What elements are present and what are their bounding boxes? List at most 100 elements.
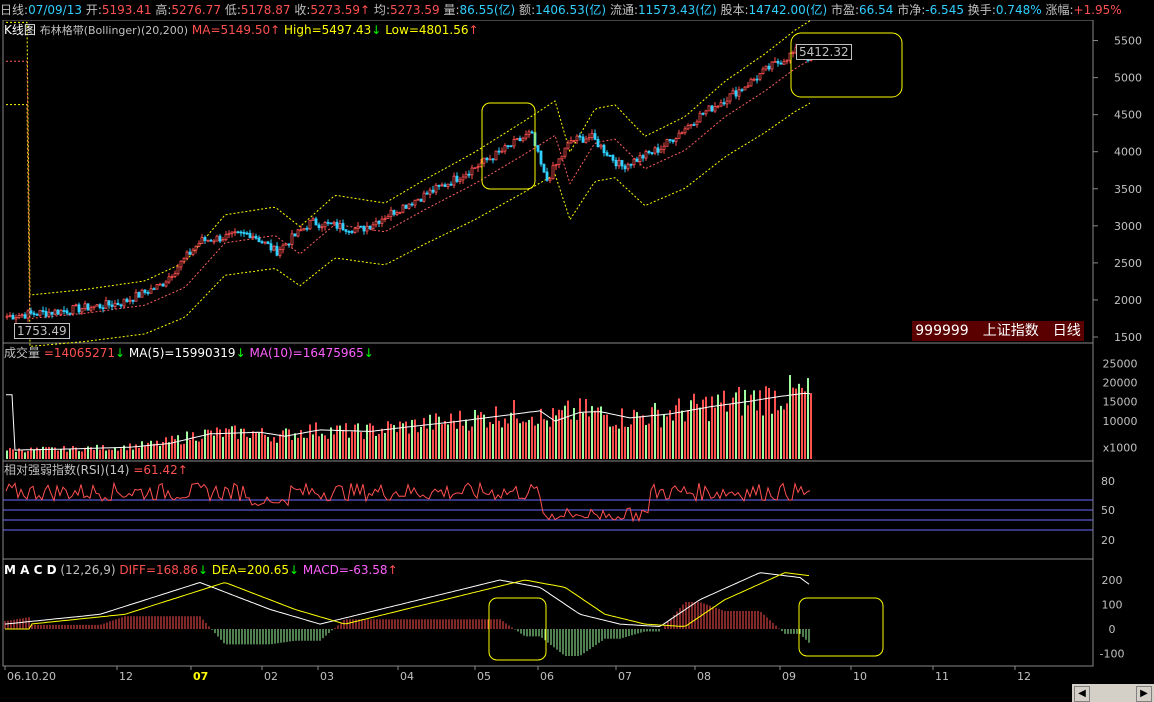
candle-body	[344, 229, 348, 232]
candle-body	[416, 198, 420, 201]
candle-body	[734, 90, 738, 97]
candle-body	[521, 137, 525, 142]
candle-body	[638, 155, 642, 162]
volume-bar	[627, 427, 629, 459]
volume-bar	[507, 423, 509, 459]
volume-bar	[18, 448, 20, 459]
volume-bar	[741, 415, 743, 459]
volume-bar	[33, 449, 35, 459]
volume-bar	[648, 423, 650, 459]
bb-ma-value: MA=5149.50	[191, 23, 271, 37]
volume-bar	[591, 406, 593, 459]
price-axis-tick: 3500	[1114, 183, 1142, 196]
down-arrow-icon: ↓	[114, 346, 126, 360]
candle-body	[509, 145, 513, 148]
candle-body	[737, 89, 741, 97]
candle-body	[128, 299, 132, 302]
candle-body	[293, 233, 297, 237]
date-axis-tick: 10	[853, 670, 867, 683]
candle-body	[8, 314, 12, 317]
pe-value: 66.54	[859, 3, 894, 17]
volume-bar	[30, 447, 32, 459]
candle-body	[80, 308, 84, 313]
volume-bar	[738, 387, 740, 459]
volume-bar	[723, 390, 725, 459]
volume-bar	[621, 408, 623, 459]
candle-body	[104, 300, 108, 309]
volume-bar	[405, 421, 407, 459]
volume-bar	[120, 448, 122, 459]
volume-bar	[675, 405, 677, 459]
volume-bar	[54, 447, 56, 459]
volume-bar	[87, 446, 89, 459]
volume-bar	[36, 447, 38, 459]
volume-value: =14065271	[43, 346, 115, 360]
volume-bar	[189, 439, 191, 459]
volume-bar	[111, 449, 113, 459]
volume-bar	[765, 386, 767, 459]
candle-body	[365, 225, 369, 232]
volume-bar	[576, 419, 578, 459]
candle-body	[338, 223, 342, 229]
candle-body	[782, 60, 786, 65]
volume-bar	[600, 406, 602, 459]
volume-bar	[387, 421, 389, 459]
volume-bar	[354, 424, 356, 459]
candle-body	[398, 211, 402, 214]
candle-body	[662, 145, 666, 150]
scroll-right-icon[interactable]: ▶	[1136, 686, 1152, 702]
candle-body	[623, 165, 627, 170]
candle-body	[125, 298, 129, 302]
volume-bar	[417, 432, 419, 459]
scroll-left-icon[interactable]: ◀	[1074, 686, 1090, 702]
candle-body	[632, 158, 636, 166]
volume-bar	[159, 445, 161, 459]
volume-bar	[102, 444, 104, 459]
candle-body	[395, 212, 399, 215]
volume-bar	[528, 419, 530, 459]
candle-body	[557, 158, 561, 165]
candle-body	[386, 215, 390, 219]
candle-body	[488, 158, 492, 161]
volume-bar	[564, 405, 566, 459]
candle-body	[152, 288, 156, 291]
candle-body	[527, 131, 531, 135]
candle-body	[620, 160, 624, 167]
volume-bar	[498, 420, 500, 459]
candle-body	[53, 309, 57, 315]
candle-body	[155, 284, 159, 290]
candle-body	[239, 231, 243, 234]
candle-body	[122, 298, 126, 307]
candle-body	[26, 310, 30, 319]
candle-body	[179, 260, 183, 268]
candle-body	[419, 198, 423, 202]
candle-body	[17, 315, 21, 318]
candle-body	[392, 209, 396, 215]
volume-bar	[801, 387, 803, 459]
max-price-marker: 5412.32	[796, 44, 852, 60]
volume-bar	[702, 399, 704, 459]
volume-bar	[768, 387, 770, 459]
volume-bar	[153, 443, 155, 459]
candle-body	[254, 235, 258, 239]
volume-bar	[273, 437, 275, 459]
volume-label: 成交量	[4, 346, 41, 360]
candle-body	[83, 303, 87, 310]
volume-bar	[372, 425, 374, 459]
volume-bar	[144, 446, 146, 459]
volume-bar	[780, 405, 782, 459]
volume-bar	[114, 447, 116, 459]
candle-body	[650, 152, 654, 155]
candle-body	[131, 299, 135, 302]
candle-body	[680, 132, 684, 135]
candle-body	[356, 225, 360, 229]
volume-bar	[582, 412, 584, 459]
volume-bar	[90, 447, 92, 459]
candle-body	[98, 304, 102, 309]
candle-body	[713, 106, 717, 112]
volume-bar	[525, 422, 527, 459]
quote-bar: 日线:07/09/13 开:5193.41 高:5276.77 低:5178.8…	[0, 0, 1154, 20]
horizontal-scrollbar[interactable]: ◀ ▶	[1072, 684, 1154, 702]
candle-body	[647, 150, 651, 154]
volume-bar	[39, 448, 41, 459]
